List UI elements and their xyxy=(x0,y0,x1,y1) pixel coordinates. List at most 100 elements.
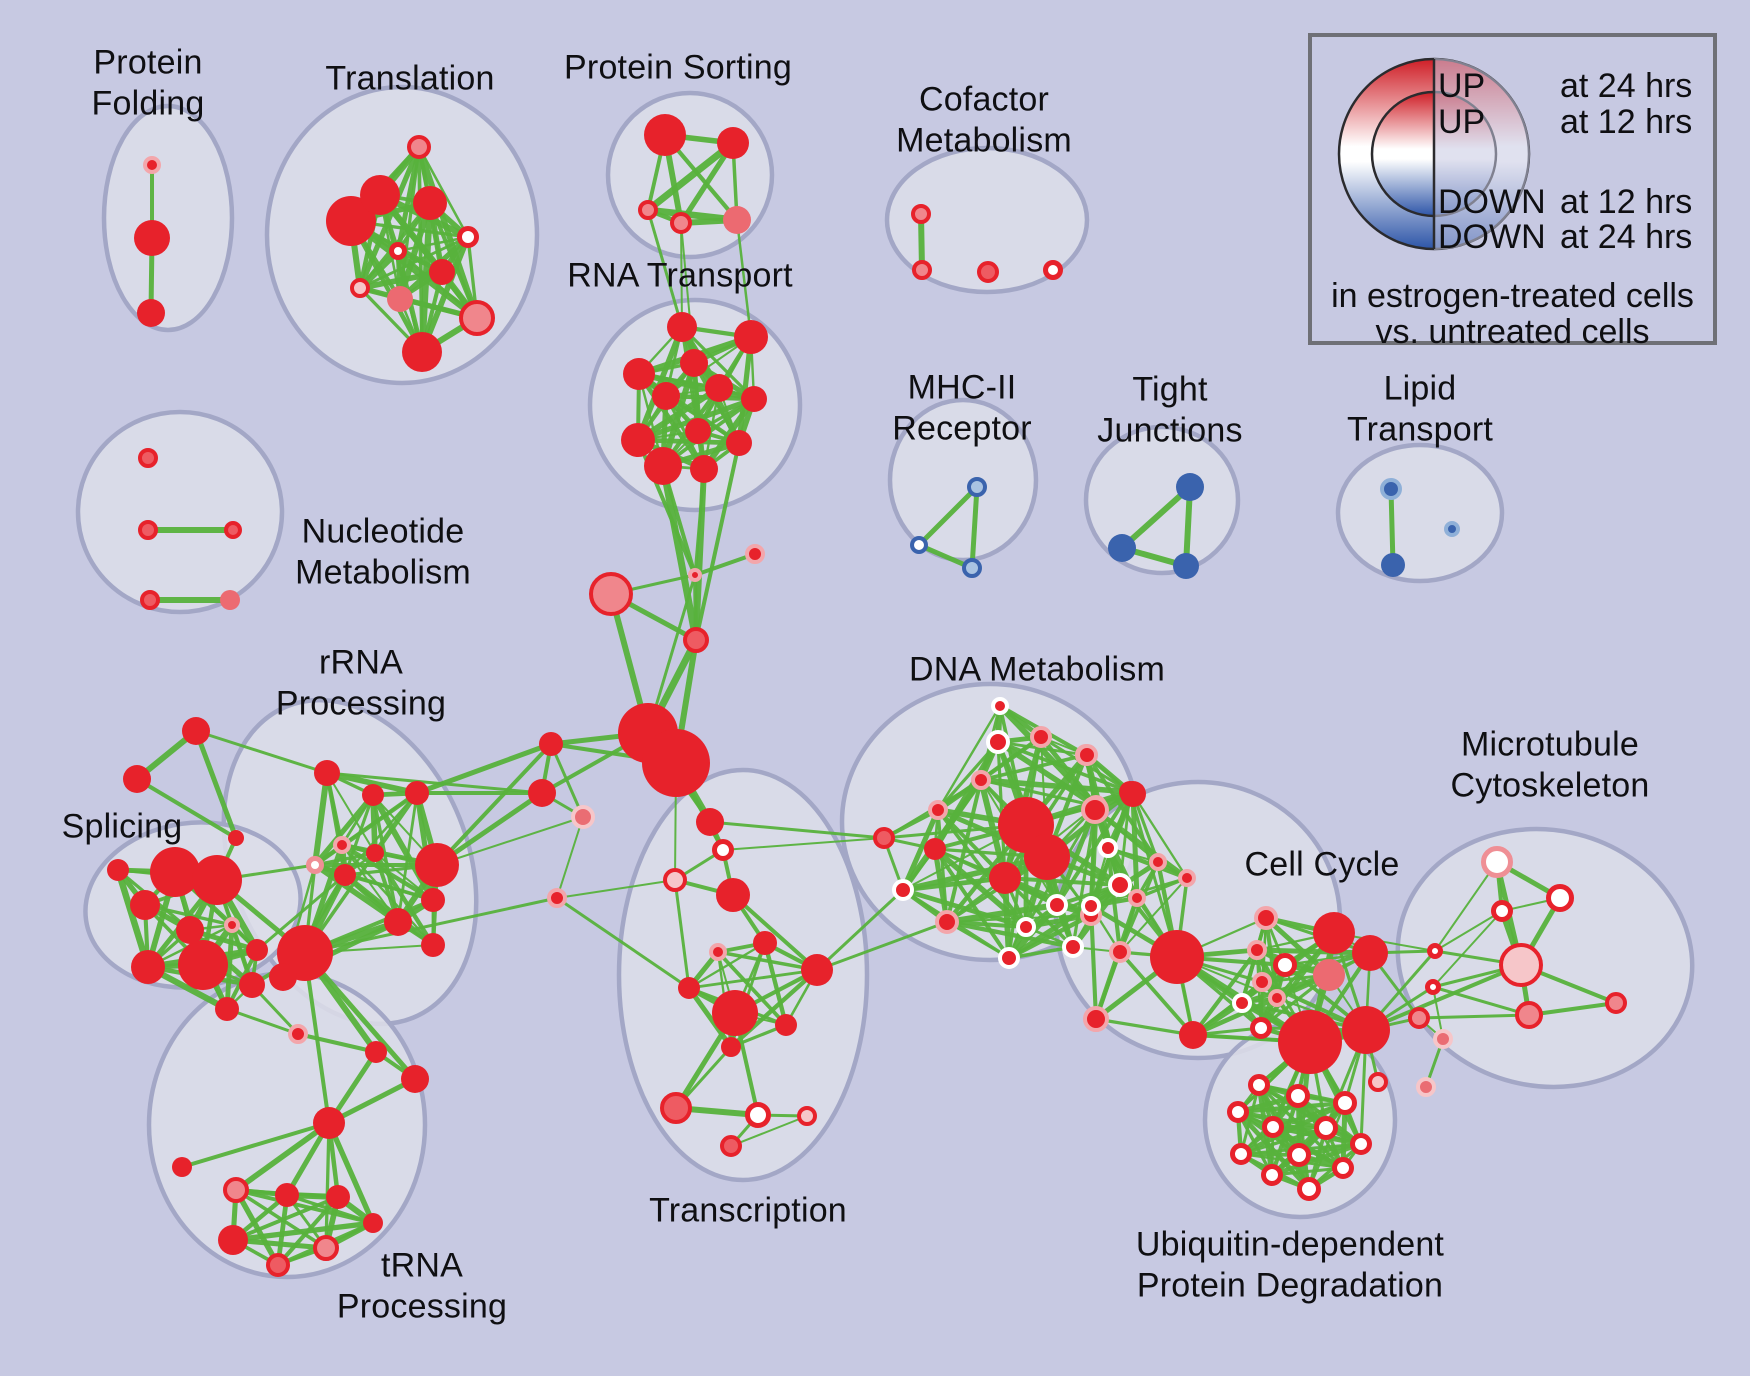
legend-box: UP at 24 hrs UP at 12 hrs DOWN at 12 hrs… xyxy=(1308,33,1717,351)
network-edge xyxy=(665,336,752,397)
node-PS2 xyxy=(717,127,749,159)
node-RR6 xyxy=(334,864,356,886)
network-edge xyxy=(1434,910,1503,952)
node-T7 xyxy=(429,259,455,285)
network-edge xyxy=(735,218,753,339)
node-N11 xyxy=(935,910,959,934)
network-edge xyxy=(1089,808,1097,908)
network-edge xyxy=(303,896,559,955)
cluster-label-nucleotide: Nucleotide Metabolism xyxy=(295,512,471,592)
node-NM2 xyxy=(138,520,158,540)
node-H2 xyxy=(642,729,710,797)
network-edge xyxy=(1003,876,1075,949)
node-T2 xyxy=(360,175,400,215)
network-edge xyxy=(180,1121,331,1169)
node-T10 xyxy=(459,300,495,336)
cluster-ellipse-lipid xyxy=(1335,442,1505,584)
node-CC16 xyxy=(1313,959,1345,991)
node-M3 xyxy=(1491,900,1513,922)
cluster-label-microtubule: Microtubule Cytoskeleton xyxy=(1450,725,1650,805)
network-edge xyxy=(815,920,949,972)
node-T9 xyxy=(387,286,413,312)
node-T5 xyxy=(457,226,479,248)
network-edge xyxy=(680,325,756,401)
network-edge xyxy=(1092,807,1190,881)
network-edge xyxy=(932,846,950,925)
node-MH2 xyxy=(910,536,928,554)
network-edge xyxy=(396,235,470,253)
node-H5 xyxy=(571,805,595,829)
network-edge xyxy=(1431,985,1531,1017)
node-PS5 xyxy=(723,206,751,234)
node-U7 xyxy=(1350,1133,1372,1155)
node-M4 xyxy=(1427,943,1443,959)
node-X3 xyxy=(228,830,244,846)
network-edge xyxy=(224,922,235,1012)
network-edge xyxy=(417,145,470,239)
network-edge xyxy=(694,441,741,642)
network-edge xyxy=(687,941,767,990)
network-edge xyxy=(944,919,1076,950)
node-D2 xyxy=(365,1041,387,1063)
node-M10 xyxy=(1416,1077,1436,1097)
node-S7 xyxy=(178,940,228,990)
node-TS6 xyxy=(775,1014,797,1036)
node-CC4 xyxy=(1098,838,1118,858)
network-edge xyxy=(680,222,683,328)
node-TR3 xyxy=(663,868,687,892)
cluster-label-rrna: rRNA Processing xyxy=(275,643,447,723)
node-TS5 xyxy=(712,990,758,1036)
node-D4 xyxy=(313,1107,345,1139)
network-edge xyxy=(324,770,420,796)
node-H3 xyxy=(539,732,563,756)
cluster-label-translation: Translation xyxy=(325,59,495,98)
node-K7 xyxy=(363,1213,383,1233)
network-edge xyxy=(324,1121,331,1250)
network-edge xyxy=(326,1076,418,1126)
network-edge xyxy=(135,777,238,840)
network-edge xyxy=(357,144,422,291)
node-N8c xyxy=(989,862,1021,894)
node-RR4 xyxy=(333,836,351,854)
node-TR4 xyxy=(716,878,750,912)
node-TJ2 xyxy=(1108,534,1136,562)
node-K6 xyxy=(266,1253,290,1277)
cluster-ellipse-mhc xyxy=(887,397,1039,563)
node-CC17 xyxy=(1247,940,1267,960)
node-CC13 xyxy=(1273,953,1297,977)
network-edge xyxy=(730,1115,808,1147)
node-TS11 xyxy=(720,1135,742,1157)
network-edge xyxy=(374,852,434,901)
node-M5 xyxy=(1425,979,1441,995)
network-edge xyxy=(708,820,886,840)
network-edge xyxy=(722,837,885,851)
node-L1 xyxy=(1380,478,1402,500)
node-CC20 xyxy=(1250,1017,1272,1039)
node-N16 xyxy=(998,947,1020,969)
cluster-label-protein-sorting: Protein Sorting xyxy=(564,48,792,87)
node-C1 xyxy=(745,544,765,564)
node-TS2 xyxy=(709,943,727,961)
network-edge xyxy=(644,139,737,214)
node-R2 xyxy=(734,320,768,354)
network-edge xyxy=(255,873,347,952)
legend-time-label: at 24 hrs xyxy=(1560,67,1693,105)
network-edge xyxy=(687,968,819,990)
node-CC19 xyxy=(1232,993,1252,1013)
node-TS3 xyxy=(678,977,700,999)
node-X2 xyxy=(123,765,151,793)
cluster-ellipse-protein-folding xyxy=(101,103,235,333)
node-K1 xyxy=(223,1177,249,1203)
network-edge xyxy=(230,1220,376,1243)
network-edge xyxy=(326,772,376,854)
node-RR9 xyxy=(421,888,445,912)
cluster-label-mhc: MHC-II Receptor xyxy=(892,368,1032,448)
node-T1 xyxy=(407,135,431,159)
network-edge xyxy=(1388,486,1396,568)
network-edge xyxy=(1024,883,1122,929)
network-edge xyxy=(693,552,757,577)
node-T4 xyxy=(413,186,447,220)
node-N15 xyxy=(1062,936,1084,958)
node-RR7 xyxy=(366,844,384,862)
node-M6 xyxy=(1408,1007,1430,1029)
